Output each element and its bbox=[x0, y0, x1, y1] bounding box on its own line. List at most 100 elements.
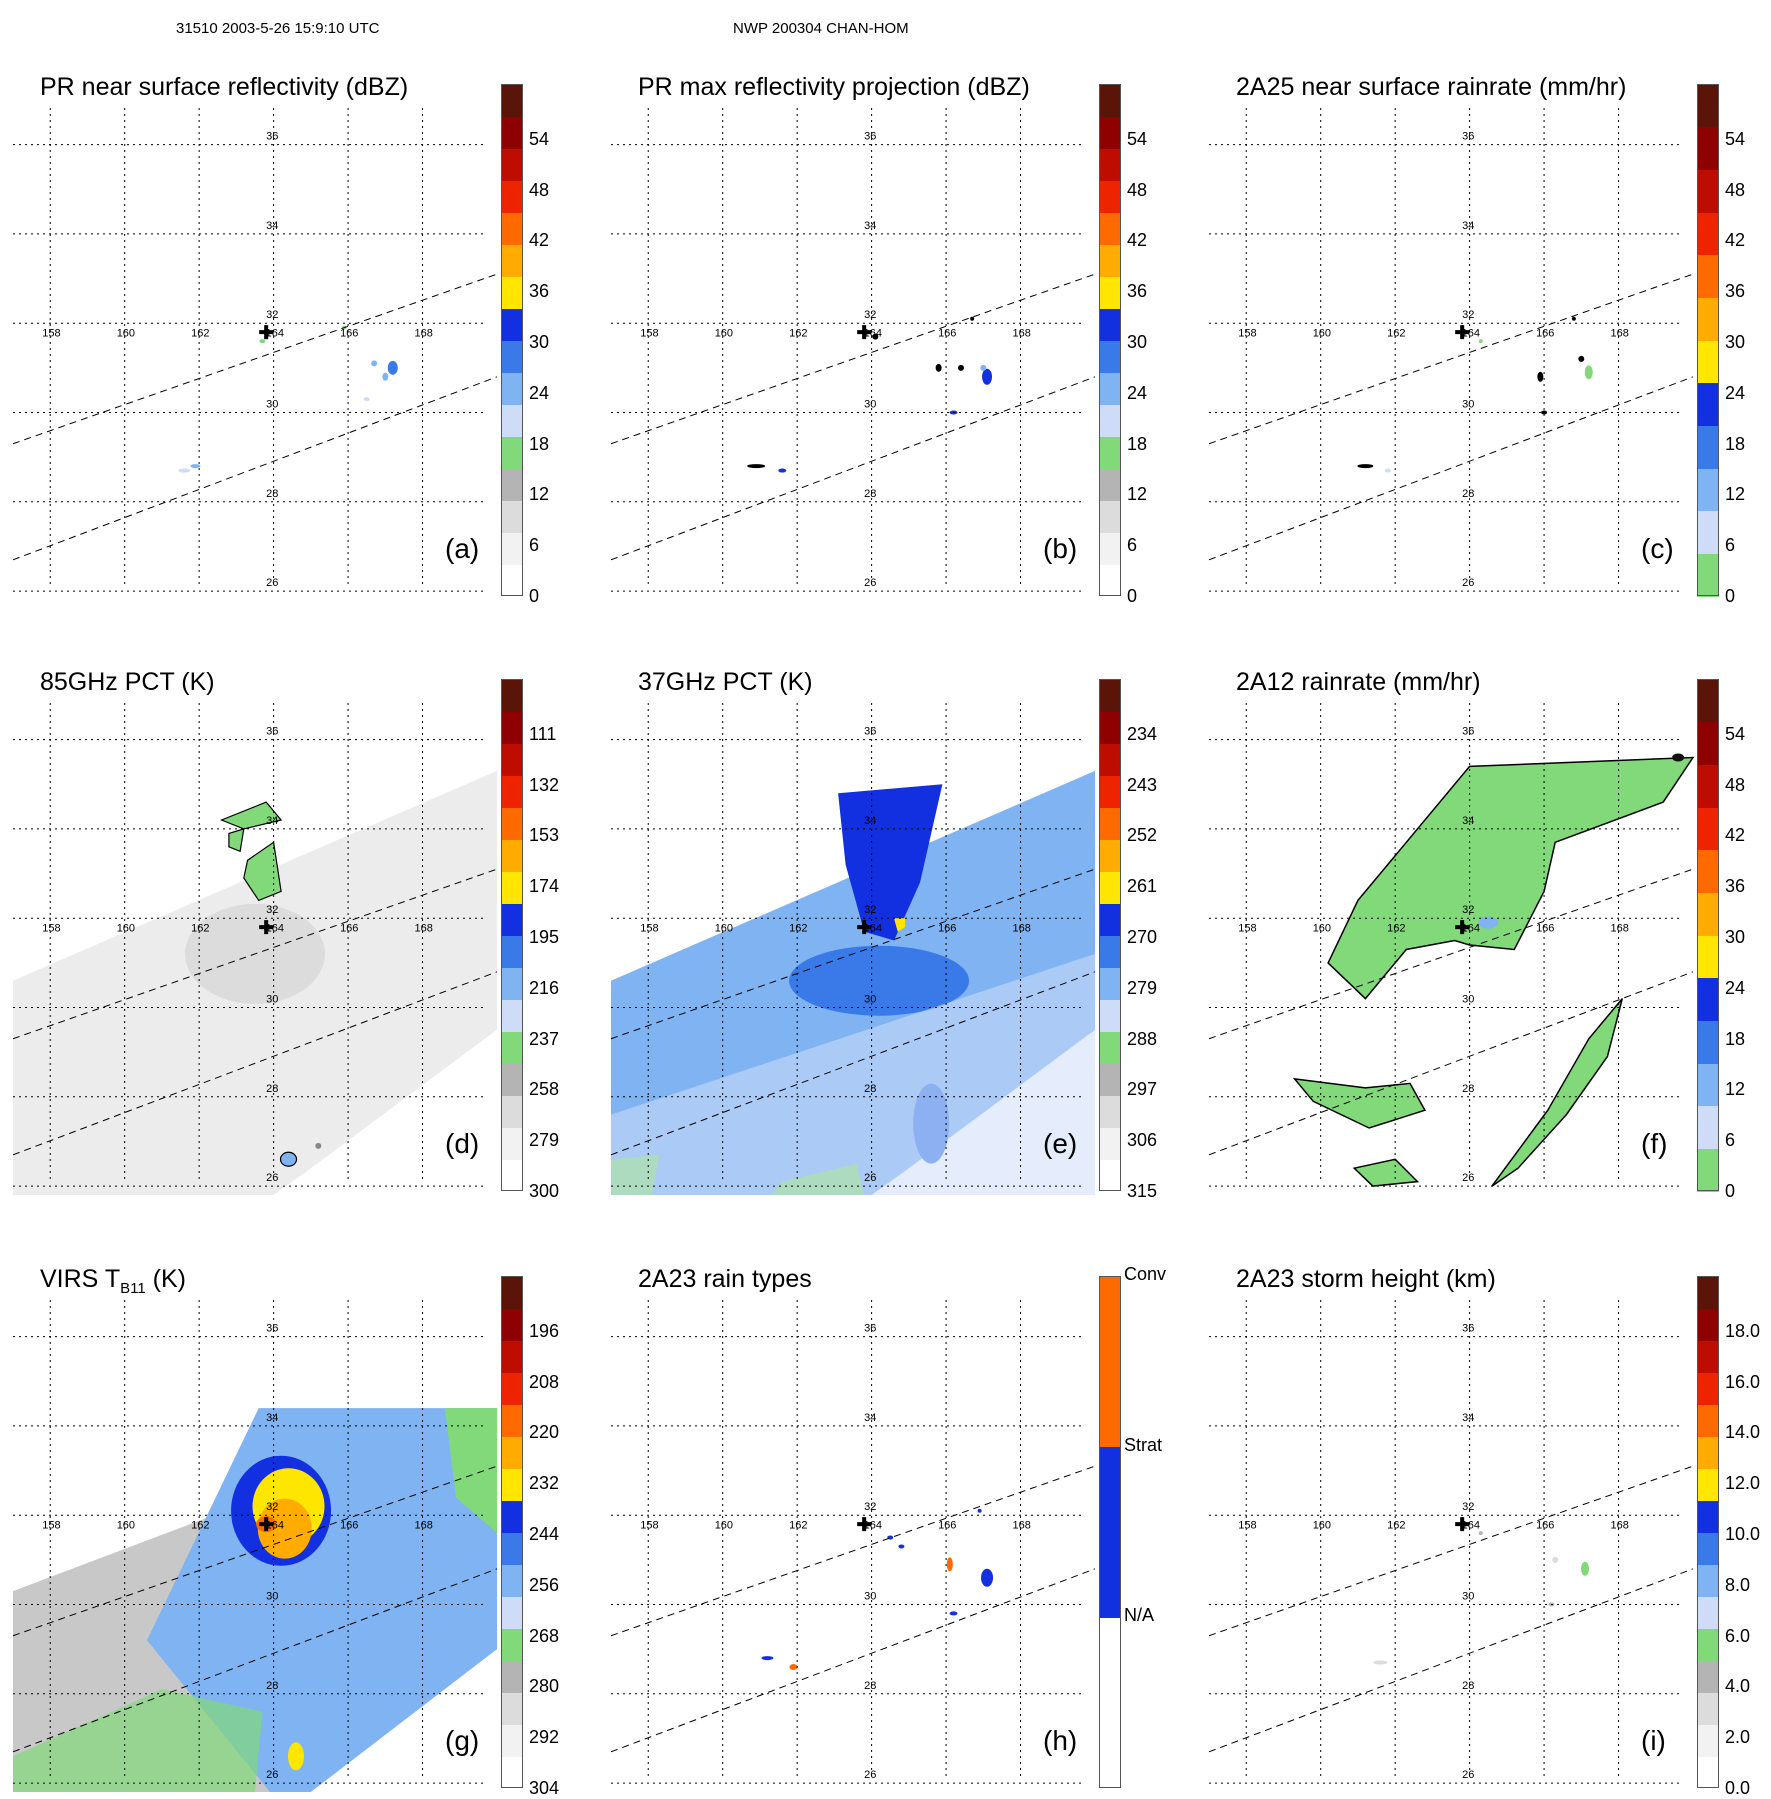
colorbar-frame bbox=[501, 1276, 523, 1788]
latitude-label: 34 bbox=[266, 815, 278, 827]
colorbar-tick-label: 261 bbox=[1127, 876, 1158, 897]
colorbar-tick-label: 12 bbox=[529, 484, 550, 505]
colorbar-tick-label: 16.0 bbox=[1725, 1371, 1761, 1392]
swath-edge-line bbox=[610, 273, 1096, 445]
swath-edge-line bbox=[610, 868, 1096, 1040]
latitude-label: 26 bbox=[1462, 577, 1474, 589]
colorbar-segment bbox=[501, 148, 523, 181]
chart-panel-c: 158 160 162 164 166 168 26 28 30 32 34 36 2A25 near … bbox=[1208, 40, 1769, 606]
colorbar-tick-label: 12 bbox=[1127, 484, 1148, 505]
colorbar-segment bbox=[1099, 839, 1121, 872]
latitude-label: 30 bbox=[266, 1591, 278, 1603]
chart-panel-d: 158 160 162 164 166 168 26 28 30 32 34 36 85GHz PCT … bbox=[12, 635, 573, 1201]
colorbar-segment bbox=[1099, 404, 1121, 437]
rain-cell bbox=[259, 339, 266, 344]
data-layer bbox=[13, 1408, 497, 1792]
latitude-label: 36 bbox=[266, 1323, 278, 1335]
panel-title-text: PR max reflectivity projection (dBZ) bbox=[638, 73, 1030, 101]
latitude-label: 30 bbox=[266, 399, 278, 411]
colorbar-tick-label: 30 bbox=[1725, 927, 1746, 948]
colorbar-tick-label: 0 bbox=[529, 586, 540, 606]
swath-edge-line bbox=[1208, 971, 1694, 1156]
latitude-label: 34 bbox=[864, 815, 876, 827]
colorbar-segment bbox=[1099, 1063, 1121, 1096]
panel-title-text: VIRS T bbox=[40, 1265, 121, 1293]
colorbar-segment bbox=[501, 711, 523, 744]
panel-title-text: 2A23 storm height (km) bbox=[1236, 1265, 1496, 1293]
colorbar-frame bbox=[1697, 84, 1719, 596]
rain-shield bbox=[789, 945, 970, 1016]
convective-region bbox=[243, 841, 282, 902]
colorbar-segment bbox=[1099, 1446, 1121, 1618]
longitude-label: 166 bbox=[340, 923, 358, 935]
colorbar-segment bbox=[501, 967, 523, 1000]
latitude-label: 34 bbox=[864, 1412, 876, 1424]
colorbar-segment bbox=[1697, 1468, 1719, 1501]
colorbar-tick-label: 4.0 bbox=[1725, 1676, 1751, 1697]
colorbar-tick-label: 12 bbox=[1725, 484, 1746, 505]
latitude-label: 30 bbox=[1462, 1591, 1474, 1603]
colorbar bbox=[1099, 84, 1121, 597]
panel-title: PR max reflectivity projection (dBZ) bbox=[638, 73, 1030, 102]
colorbar-segment bbox=[1099, 308, 1121, 341]
colorbar-segment bbox=[501, 436, 523, 469]
colorbar-segment bbox=[1697, 126, 1719, 170]
longitude-label: 160 bbox=[117, 1520, 135, 1532]
colorbar-tick-label: 30 bbox=[1725, 332, 1746, 353]
colorbar-segment bbox=[1697, 1404, 1719, 1437]
colorbar-segment bbox=[1697, 1628, 1719, 1661]
colorbar-tick-label: 256 bbox=[529, 1574, 560, 1595]
longitude-label: 160 bbox=[1313, 328, 1331, 340]
rain-cell bbox=[980, 364, 987, 371]
panel-title: PR near surface reflectivity (dBZ) bbox=[40, 73, 408, 102]
longitude-label: 166 bbox=[340, 1520, 358, 1532]
colorbar-segment bbox=[1697, 212, 1719, 256]
colorbar-segment bbox=[1697, 1020, 1719, 1064]
data-layer bbox=[1292, 753, 1695, 1187]
colorbar-segment bbox=[1099, 775, 1121, 808]
rain-cell bbox=[1571, 316, 1576, 321]
colorbar-segment bbox=[1697, 425, 1719, 469]
colorbar-tick-label: 0 bbox=[1725, 1181, 1736, 1201]
storm-height-cell bbox=[1552, 1556, 1559, 1563]
longitude-label: 166 bbox=[1536, 328, 1554, 340]
colorbar-tick-label: 12 bbox=[1725, 1079, 1746, 1100]
colorbar-tick-label: 36 bbox=[1725, 281, 1746, 302]
colorbar-tick-label: 24 bbox=[1725, 382, 1746, 403]
colorbar-segment bbox=[501, 1724, 523, 1757]
colorbar-segment bbox=[501, 1095, 523, 1128]
colorbar-segment bbox=[1697, 510, 1719, 554]
colorbar-tick-label: 195 bbox=[529, 927, 560, 948]
colorbar-segment bbox=[1697, 1724, 1719, 1757]
longitude-label: 162 bbox=[191, 923, 209, 935]
chart-panel-e: 158 160 162 164 166 168 26 28 30 32 34 36 37GHz PCT … bbox=[610, 635, 1171, 1201]
colorbar-segment bbox=[501, 1468, 523, 1501]
colorbar-segment bbox=[1697, 169, 1719, 213]
colorbar-tick-label: 111 bbox=[529, 723, 557, 744]
rain-cell bbox=[382, 372, 389, 381]
longitude-label: 160 bbox=[117, 923, 135, 935]
colorbar-tick-label: 279 bbox=[1127, 977, 1158, 998]
storm-center-marker bbox=[259, 1517, 274, 1532]
panel-title-unit: (K) bbox=[145, 1265, 186, 1293]
colorbar-tick-label: 36 bbox=[529, 281, 550, 302]
storm-center-marker bbox=[259, 325, 274, 340]
colorbar-segment bbox=[1099, 1276, 1121, 1448]
swath-edge-line bbox=[1208, 376, 1694, 561]
longitude-label: 160 bbox=[117, 328, 135, 340]
colorbar-tick-label: 2.0 bbox=[1725, 1727, 1751, 1748]
colorbar-tick-label: 220 bbox=[529, 1422, 560, 1443]
colorbar-tick-label: 30 bbox=[529, 332, 550, 353]
colorbar-segment bbox=[501, 1532, 523, 1565]
swath-edge-line bbox=[12, 971, 498, 1156]
colorbar-frame bbox=[1099, 84, 1121, 596]
rain-type-cell bbox=[789, 1664, 798, 1670]
colorbar-segment bbox=[1099, 1617, 1121, 1789]
colorbar-segment bbox=[1697, 84, 1719, 128]
latitude-label: 26 bbox=[266, 577, 278, 589]
colorbar-tick-label: 292 bbox=[529, 1727, 560, 1748]
colorbar-segment bbox=[501, 743, 523, 776]
colorbar-segment bbox=[501, 1564, 523, 1597]
